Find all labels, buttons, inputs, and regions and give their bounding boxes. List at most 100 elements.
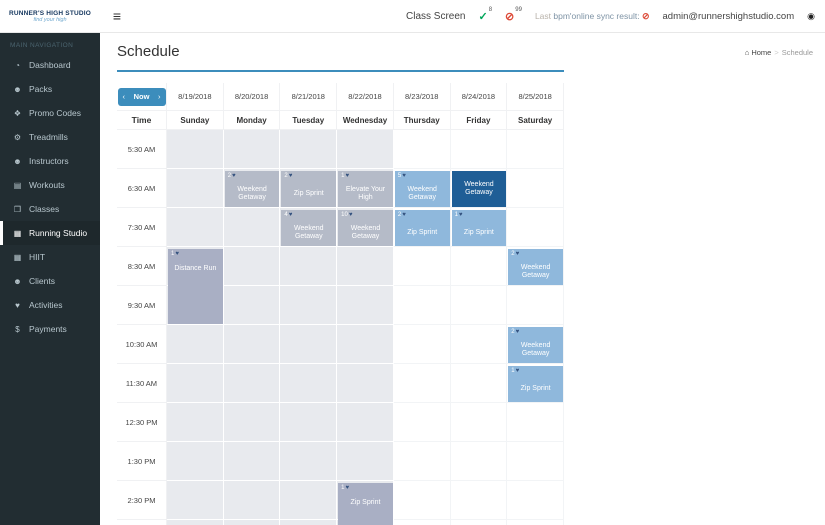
calendar-cell[interactable] — [280, 403, 338, 442]
logo[interactable]: RUNNER'S HIGH STUDIO find your high — [0, 0, 100, 32]
calendar-cell[interactable] — [167, 364, 224, 403]
calendar-cell[interactable] — [223, 286, 281, 325]
calendar-cell[interactable] — [280, 364, 338, 403]
calendar-cell[interactable] — [280, 286, 338, 325]
calendar-cell[interactable] — [223, 520, 281, 525]
calendar-cell[interactable] — [337, 403, 394, 442]
calendar-cell[interactable] — [223, 403, 281, 442]
event-weekend-getaway[interactable]: 10♥ Weekend Getaway — [338, 210, 393, 246]
calendar-cell[interactable] — [167, 169, 224, 208]
calendar-cell[interactable] — [280, 130, 338, 169]
sidebar-item-payments[interactable]: $ Payments — [0, 317, 100, 341]
class-screen-link[interactable]: Class Screen — [406, 10, 466, 22]
calendar-cell[interactable] — [223, 247, 281, 286]
event-zip-sprint[interactable]: 1♥ Zip Sprint — [338, 483, 393, 525]
next-week-button[interactable]: › — [158, 92, 161, 101]
calendar-cell[interactable] — [507, 364, 564, 403]
calendar-cell[interactable] — [393, 481, 451, 520]
calendar-cell[interactable] — [450, 481, 508, 520]
calendar-cell[interactable] — [393, 325, 451, 364]
calendar-cell[interactable] — [507, 208, 564, 247]
event-weekend-getaway[interactable]: Weekend Getaway — [451, 171, 507, 207]
event-zip-sprint[interactable]: 2♥ Zip Sprint — [394, 210, 450, 246]
sync-blocked-indicator[interactable]: ⊘99 — [505, 7, 522, 25]
sidebar-item-classes[interactable]: ❒ Classes — [0, 197, 100, 221]
calendar-cell[interactable] — [337, 442, 394, 481]
calendar-cell[interactable] — [450, 208, 508, 247]
calendar-cell[interactable] — [507, 403, 564, 442]
calendar-cell[interactable] — [337, 130, 394, 169]
calendar-cell[interactable] — [393, 130, 451, 169]
sidebar-item-workouts[interactable]: ▤ Workouts — [0, 173, 100, 197]
sidebar-item-running-studio[interactable]: ▦ Running Studio — [0, 221, 100, 245]
calendar-cell[interactable] — [394, 520, 451, 525]
event-distance-run[interactable]: 1♥ Distance Run — [168, 249, 223, 324]
calendar-cell[interactable] — [223, 325, 281, 364]
sync-success-indicator[interactable]: ✓8 — [478, 7, 492, 25]
calendar-cell[interactable] — [450, 364, 508, 403]
calendar-cell[interactable] — [223, 208, 281, 247]
event-weekend-getaway[interactable]: 2♥ Weekend Getaway — [508, 249, 563, 285]
sidebar-item-treadmills[interactable]: ⚙ Treadmills — [0, 125, 100, 149]
calendar-cell[interactable] — [507, 325, 564, 364]
now-button[interactable]: Now — [133, 92, 150, 101]
event-weekend-getaway[interactable]: 2♥ Weekend Getaway — [224, 171, 280, 207]
calendar-cell[interactable] — [337, 364, 394, 403]
calendar-cell[interactable] — [280, 247, 338, 286]
breadcrumb-home[interactable]: ⌂ Home — [745, 48, 772, 57]
calendar-cell[interactable] — [451, 520, 508, 525]
calendar-cell[interactable] — [393, 247, 451, 286]
calendar-cell[interactable] — [393, 208, 451, 247]
hamburger-menu-icon[interactable]: ≡ — [112, 8, 122, 24]
event-zip-sprint[interactable]: 1♥ Zip Sprint — [508, 366, 563, 402]
calendar-cell[interactable] — [167, 325, 224, 364]
sidebar-item-activities[interactable]: ♥ Activities — [0, 293, 100, 317]
prev-week-button[interactable]: ‹ — [122, 92, 126, 101]
sidebar-item-clients[interactable]: ☻ Clients — [0, 269, 100, 293]
calendar-cell[interactable] — [223, 364, 281, 403]
sidebar-item-dashboard[interactable]: ◔ Dashboard — [0, 53, 100, 77]
calendar-cell[interactable] — [393, 442, 451, 481]
calendar-cell[interactable] — [393, 169, 451, 208]
calendar-cell[interactable] — [507, 169, 564, 208]
calendar-cell[interactable] — [507, 247, 564, 286]
sidebar-item-packs[interactable]: ☻ Packs — [0, 77, 100, 101]
calendar-cell[interactable] — [280, 520, 338, 525]
calendar-cell[interactable] — [167, 520, 224, 525]
event-zip-sprint[interactable]: 2♥ Zip Sprint — [281, 171, 337, 207]
calendar-cell[interactable] — [450, 247, 508, 286]
calendar-cell[interactable] — [507, 442, 564, 481]
calendar-cell[interactable] — [337, 247, 394, 286]
calendar-cell[interactable] — [507, 286, 564, 325]
calendar-cell[interactable] — [280, 325, 338, 364]
event-weekend-getaway[interactable]: 5♥ Weekend Getaway — [394, 171, 450, 207]
calendar-cell[interactable] — [223, 481, 281, 520]
calendar-cell[interactable] — [450, 325, 508, 364]
calendar-cell[interactable] — [167, 130, 224, 169]
sidebar-item-hiit[interactable]: ▦ HIIT — [0, 245, 100, 269]
calendar-cell[interactable] — [167, 208, 224, 247]
event-zip-sprint[interactable]: 1♥ Zip Sprint — [451, 210, 507, 246]
calendar-cell[interactable] — [450, 403, 508, 442]
calendar-cell[interactable] — [450, 169, 508, 208]
sidebar-item-instructors[interactable]: ☻ Instructors — [0, 149, 100, 173]
calendar-cell[interactable] — [507, 520, 564, 525]
calendar-cell[interactable] — [223, 442, 281, 481]
calendar-cell[interactable] — [507, 130, 564, 169]
calendar-cell[interactable] — [167, 442, 224, 481]
calendar-cell[interactable] — [223, 130, 281, 169]
event-weekend-getaway[interactable]: 4♥ Weekend Getaway — [281, 210, 337, 246]
calendar-cell[interactable] — [167, 481, 224, 520]
calendar-cell[interactable] — [450, 286, 508, 325]
power-icon[interactable]: ◉ — [807, 10, 815, 21]
calendar-cell[interactable] — [280, 481, 338, 520]
calendar-cell[interactable] — [337, 286, 394, 325]
calendar-cell[interactable] — [393, 286, 451, 325]
calendar-cell[interactable] — [450, 130, 508, 169]
calendar-cell[interactable] — [393, 364, 451, 403]
event-elevate-your-high[interactable]: 1♥ Elevate Your High — [338, 171, 393, 207]
calendar-cell[interactable] — [393, 403, 451, 442]
calendar-cell[interactable] — [167, 403, 224, 442]
calendar-cell[interactable] — [507, 481, 564, 520]
event-weekend-getaway[interactable]: 2♥ Weekend Getaway — [508, 327, 563, 363]
